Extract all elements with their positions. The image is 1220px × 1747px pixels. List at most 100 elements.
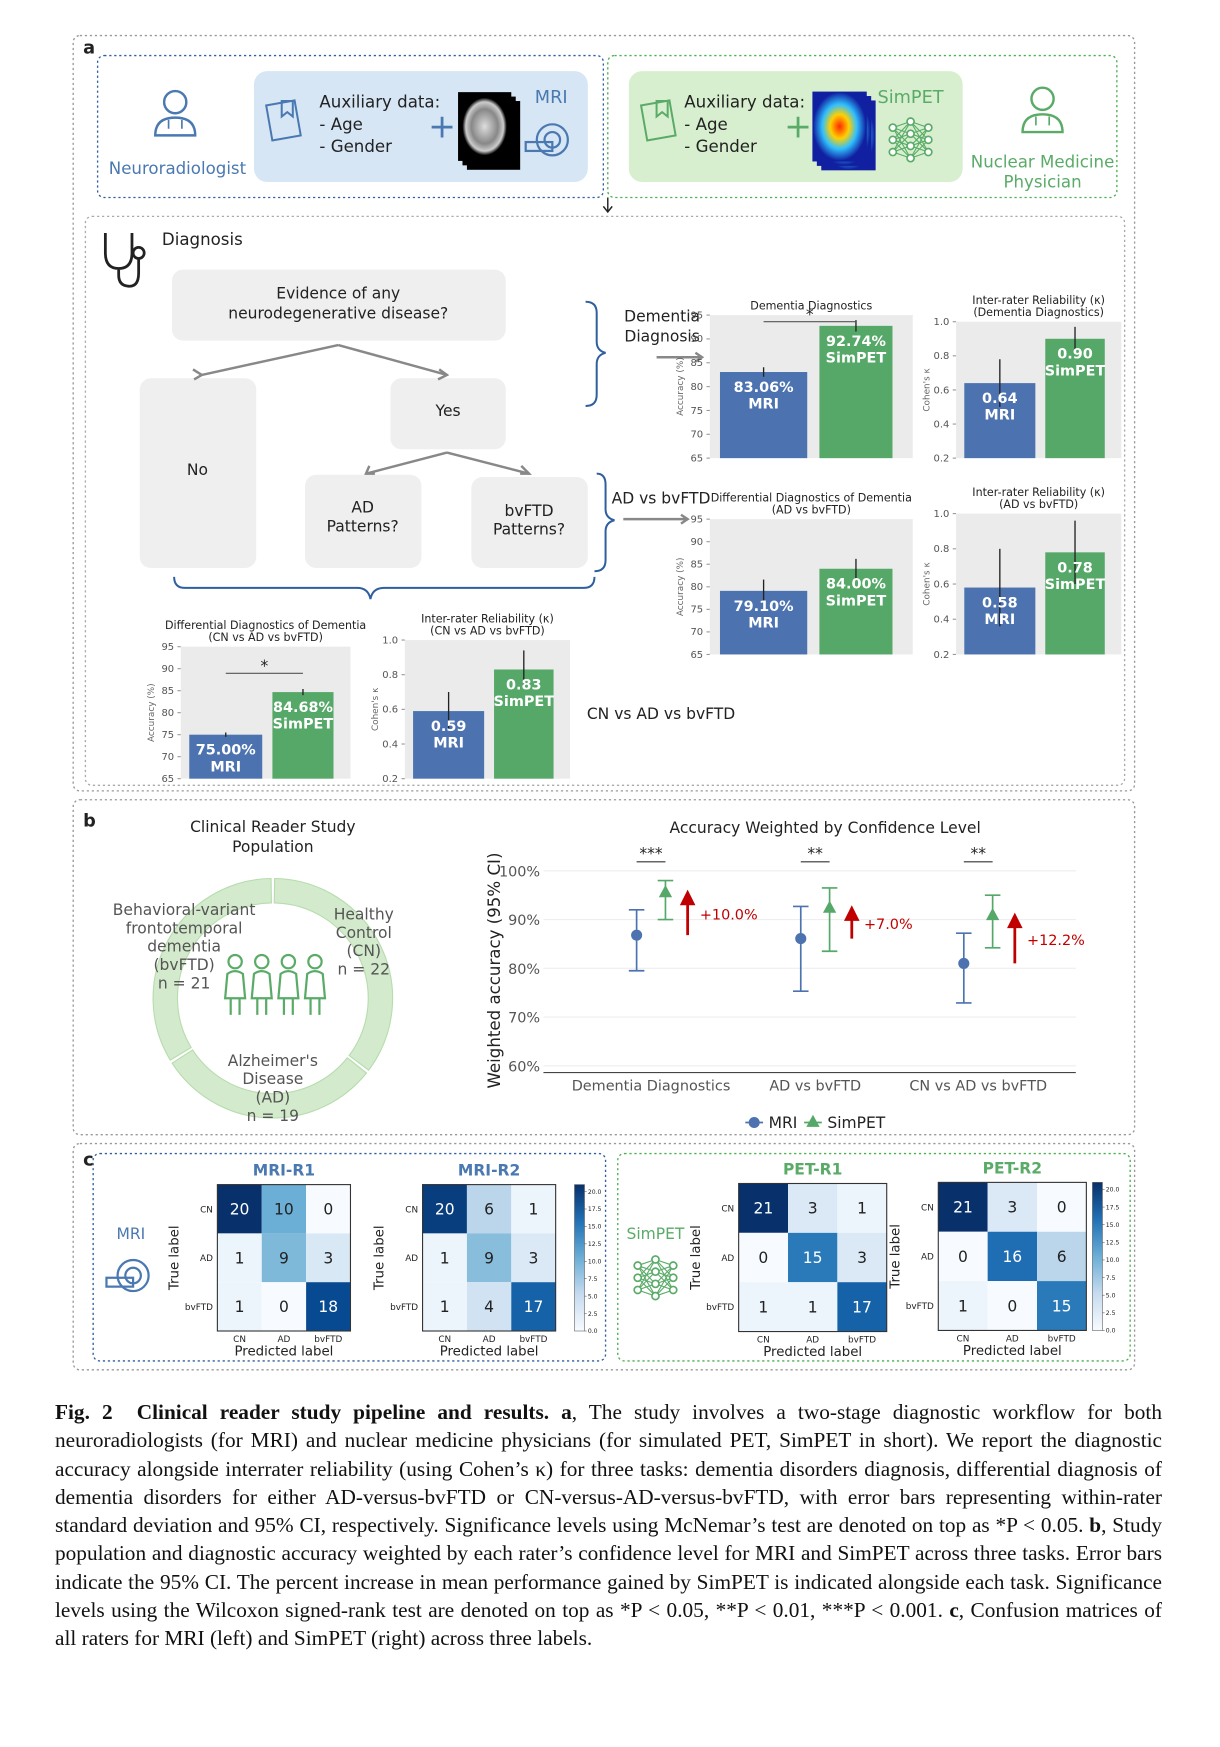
matrix-cell: [217, 1282, 262, 1331]
x-tick-label: AD: [277, 1335, 290, 1345]
panel-frame: [96, 54, 605, 199]
x-tick-label: CN: [757, 1336, 770, 1346]
matrix-title: MRI-R1: [253, 1162, 315, 1180]
matrix-cell: [1037, 1281, 1087, 1331]
document-icon: [655, 100, 669, 119]
significance-label: *: [260, 657, 268, 675]
panel-frame: [92, 1152, 607, 1362]
error-bar: [821, 887, 838, 953]
y-tick-label: 75: [690, 605, 703, 616]
y-axis-label: Cohen's κ: [371, 688, 381, 731]
data-point: [658, 885, 673, 898]
nn-icon: [651, 1267, 660, 1277]
chart-title: (AD vs bvFTD): [772, 504, 851, 517]
aux-item: - Age: [319, 115, 362, 134]
matrix-cell: [217, 1184, 262, 1234]
y-tick-label: 0.4: [382, 739, 398, 750]
colorbar: [1092, 1182, 1103, 1331]
aux-heading: Auxiliary data:: [684, 93, 805, 112]
colorbar: [574, 1184, 585, 1332]
caption: Fig. 2 Clinical reader study pipeline an…: [55, 1398, 1162, 1653]
answer: Yes: [435, 402, 461, 420]
y-axis-label: True label: [689, 1225, 704, 1291]
y-axis-label: True label: [373, 1225, 388, 1291]
y-tick-label: bvFTD: [390, 1303, 418, 1313]
matrix-cell: [511, 1282, 556, 1331]
cell-value: 20: [435, 1201, 455, 1219]
y-tick-label: 65: [161, 774, 174, 785]
value-label: n = 22: [338, 960, 390, 978]
cell-value: 21: [953, 1199, 973, 1217]
stethoscope-icon: [103, 233, 141, 288]
section-title: Diagnosis: [162, 230, 243, 249]
box: [139, 378, 257, 568]
caption-text: , Study population and diagnostic accura…: [55, 1513, 1163, 1623]
aux-item: - Age: [684, 115, 727, 134]
matrix-cell: [306, 1184, 351, 1234]
category-label: Alzheimer's: [228, 1052, 318, 1070]
cell-value: 0: [1057, 1199, 1067, 1217]
nn-icon: [906, 129, 915, 139]
colorbar-tick-label: 17.5: [588, 1206, 602, 1213]
chart-title: (Dementia Diagnostics): [973, 306, 1104, 319]
cell-value: 6: [484, 1201, 494, 1219]
cell-value: 1: [529, 1201, 539, 1219]
chart-title: Inter-rater Reliability (κ): [972, 486, 1105, 499]
colorbar-tick-label: 5.0: [1106, 1292, 1116, 1299]
document-icon: [265, 99, 302, 142]
cell-value: 3: [323, 1249, 333, 1267]
panel-frame: [72, 34, 1136, 792]
nn-icon: [637, 1259, 656, 1291]
legend-marker: [806, 1114, 820, 1127]
chart-title: (CN vs AD vs bvFTD): [208, 631, 323, 644]
cell-value: 6: [1057, 1248, 1067, 1266]
bar-category-label: MRI: [748, 397, 779, 413]
y-tick-label: 70: [690, 430, 703, 441]
matrix-cell: [422, 1282, 467, 1331]
document-icon: [639, 99, 677, 142]
person-icon: [1021, 113, 1064, 134]
role-label: Neuroradiologist: [109, 159, 247, 178]
nn-icon: [910, 127, 929, 159]
y-axis-label: Cohen's κ: [922, 562, 932, 605]
bar-category-label: MRI: [433, 736, 464, 752]
y-tick-label: 70: [161, 752, 174, 763]
bar-category-label: MRI: [984, 612, 1015, 628]
bar: [819, 568, 893, 655]
value-label: n = 19: [247, 1107, 299, 1125]
value-label: 0.90: [1057, 347, 1093, 363]
y-tick-label: CN: [921, 1203, 934, 1213]
data-point: [795, 933, 807, 945]
y-tick-label: 65: [690, 453, 703, 464]
task-label: Dementia: [624, 308, 700, 326]
matrix-cell: [788, 1232, 838, 1283]
caption-title: Clinical reader study pipeline and resul…: [136, 1400, 550, 1424]
matrix-cell: [938, 1281, 988, 1331]
y-tick-label: 1.0: [382, 635, 398, 646]
increase-label: +7.0%: [864, 917, 913, 933]
y-axis-label: Accuracy (%): [676, 558, 686, 617]
matrix-cell: [1037, 1182, 1087, 1232]
cell-value: 1: [958, 1297, 968, 1315]
caption-section-label: b: [1089, 1513, 1102, 1538]
y-tick-label: 0.2: [382, 774, 398, 785]
matrix-cell: [261, 1233, 307, 1283]
matrix-cell: [466, 1184, 512, 1234]
donut-segment: [273, 877, 394, 1071]
y-tick-label: 0.2: [934, 650, 950, 661]
significance-label: **: [807, 845, 823, 863]
chart-title: Differential Diagnostics of Dementia: [165, 619, 366, 632]
matrix-cell: [837, 1183, 887, 1233]
bar-category-label: SimPET: [494, 694, 555, 710]
matrix-cell: [738, 1282, 789, 1332]
x-tick-label: bvFTD: [1048, 1335, 1076, 1345]
nn-icon: [923, 123, 933, 133]
x-tick-label: AD vs bvFTD: [769, 1078, 861, 1094]
people-icon: [227, 953, 243, 970]
matrix-frame: [422, 1184, 557, 1332]
scanner-icon: [105, 1276, 135, 1288]
x-axis-label: Predicted label: [235, 1344, 334, 1359]
y-tick-label: 80%: [508, 962, 540, 978]
panel-frame: [607, 54, 1118, 199]
